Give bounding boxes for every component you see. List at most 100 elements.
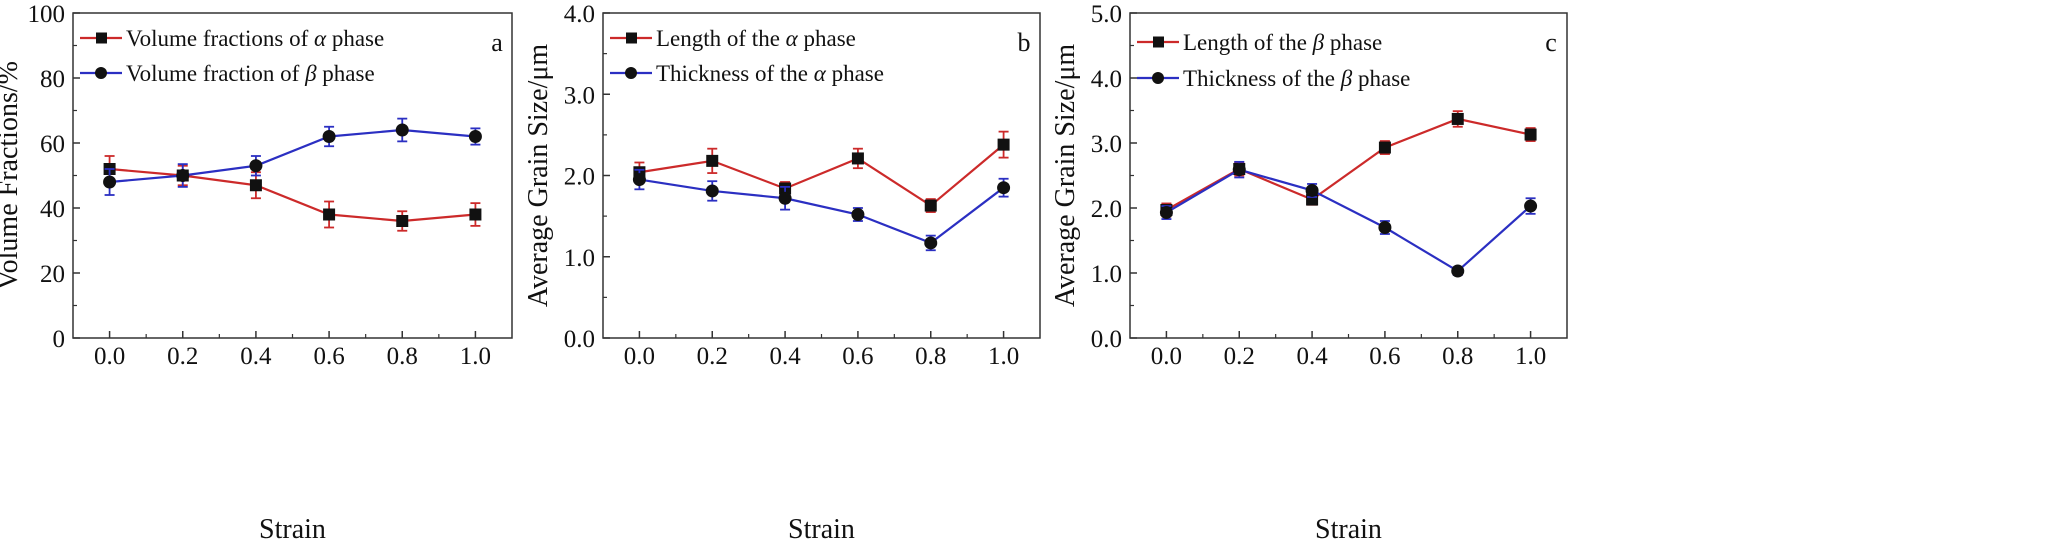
legend-label-symbol: β [1340,66,1353,91]
legend-label-symbol: α [814,61,827,86]
x-tick-label: 0.8 [915,343,946,370]
legend-marker-square [96,32,107,44]
y-tick-label: 0 [53,326,66,353]
data-point-square [323,208,336,221]
series-line [639,178,1005,245]
legend-label-symbol: α [786,26,799,51]
series-line [1165,168,1532,273]
legend-entry: Thickness of the α phase [610,61,884,86]
data-point-square [706,154,719,167]
data-point-square [1378,141,1391,154]
legend-label-prefix: Length of the [1183,30,1313,55]
y-tick-label: 5.0 [1091,1,1122,28]
y-tick-label: 4.0 [1091,66,1122,93]
x-tick-label: 0.8 [387,343,418,370]
legend-label: Thickness of the β phase [1183,66,1410,91]
y-tick-label: 0.0 [1091,326,1122,353]
y-tick-label: 1.0 [564,245,595,272]
data-point-circle [1159,206,1173,220]
legend-entry: Length of the β phase [1137,30,1382,55]
x-tick-label: 1.0 [1515,343,1546,370]
legend-marker-circle [625,67,637,79]
chart-panel-a: 0 20 40 60 80 100 0.0 0.2 0.4 0.6 0.8 1.0 Strain Volu… [0,1,513,545]
series-red [1160,110,1537,218]
legend-marker-circle [95,67,107,79]
x-tick-label: 0.2 [1224,343,1255,370]
series-blue [632,168,1011,252]
x-axis-title: Strain [788,514,855,545]
y-axis-title: Average Grain Size/μm [523,44,554,308]
data-point-circle [1524,199,1538,213]
legend-label-symbol: β [1312,30,1325,55]
data-point-square [396,215,409,227]
y-tick-label: 2.0 [564,164,595,191]
y-tick-label: 3.0 [564,82,595,109]
legend-label-prefix: Volume fraction of [126,61,305,86]
series-line [109,128,476,184]
legend-label-symbol: α [314,26,327,51]
y-tick-label: 0.0 [564,326,595,353]
x-tick-label: 0.2 [697,343,728,370]
legend-label: Thickness of the α phase [656,61,884,86]
x-tick-label: 0.2 [167,343,198,370]
data-point-square [1451,112,1464,125]
x-tick-label: 0.6 [313,343,344,370]
data-point-circle [249,159,263,173]
y-tick-label: 100 [28,1,66,28]
y-tick-label: 40 [40,196,65,223]
data-point-square [997,138,1010,151]
legend-marker-square [626,32,637,44]
x-tick-label: 0.8 [1442,343,1473,370]
chart-panel-c: 0.0 1.0 2.0 3.0 4.0 5.0 0.0 0.2 0.4 0.6 0.8 1.0 Stra… [1050,1,1568,545]
data-point-circle [705,184,719,198]
data-point-circle [1378,221,1392,234]
y-tick-label: 3.0 [1091,131,1122,158]
legend-label-prefix: Length of the [656,26,786,51]
data-point-circle [924,236,938,250]
y-axis-title: Average Grain Size/μm [1050,44,1081,308]
legend-label-suffix: phase [317,61,375,86]
series-line [109,167,476,223]
series-red [633,130,1010,213]
data-point-circle [322,130,336,143]
y-tick-label: 1.0 [1091,261,1122,288]
panel-letter: c [1545,28,1557,57]
legend-label: Length of the β phase [1183,30,1382,55]
y-tick-label: 20 [40,261,65,288]
data-point-square [249,179,262,192]
legend-entry: Thickness of the β phase [1137,66,1410,91]
legend-entry: Volume fraction of β phase [80,61,375,86]
y-tick-label: 4.0 [564,1,595,28]
x-tick-label: 0.6 [1369,343,1400,370]
y-tick-label: 2.0 [1091,196,1122,223]
legend-entry: Length of the α phase [610,26,856,51]
x-tick-label: 0.0 [1151,343,1182,370]
data-point-square [469,208,482,221]
series-blue [1159,160,1538,278]
y-tick-label: 80 [40,66,65,93]
legend-label-symbol: β [304,61,317,86]
legend-label: Volume fractions of α phase [126,26,384,51]
legend-label: Volume fraction of β phase [126,61,375,86]
plot-frame [1129,12,1568,339]
legend-label: Length of the α phase [656,26,856,51]
legend-label-suffix: phase [1352,66,1410,91]
x-axis-title: Strain [1315,514,1382,545]
series-blue [103,117,482,196]
y-tick-label: 60 [40,131,65,158]
legend-label-suffix: phase [826,61,884,86]
series-line [1165,117,1531,211]
x-tick-label: 0.4 [769,343,801,370]
data-point-circle [1451,264,1465,278]
x-tick-label: 1.0 [460,343,491,370]
data-point-circle [632,173,646,187]
x-tick-label: 0.0 [624,343,655,370]
x-tick-label: 0.4 [240,343,272,370]
legend-label-prefix: Volume fractions of [126,26,314,51]
legend-label-suffix: phase [1324,30,1382,55]
legend-label-suffix: phase [798,26,856,51]
data-point-circle [778,191,792,205]
data-point-circle [1232,163,1246,177]
chart-panel-b: 0.0 1.0 2.0 3.0 4.0 0.0 0.2 0.4 0.6 0.8 1.0 Strain A… [523,1,1041,545]
